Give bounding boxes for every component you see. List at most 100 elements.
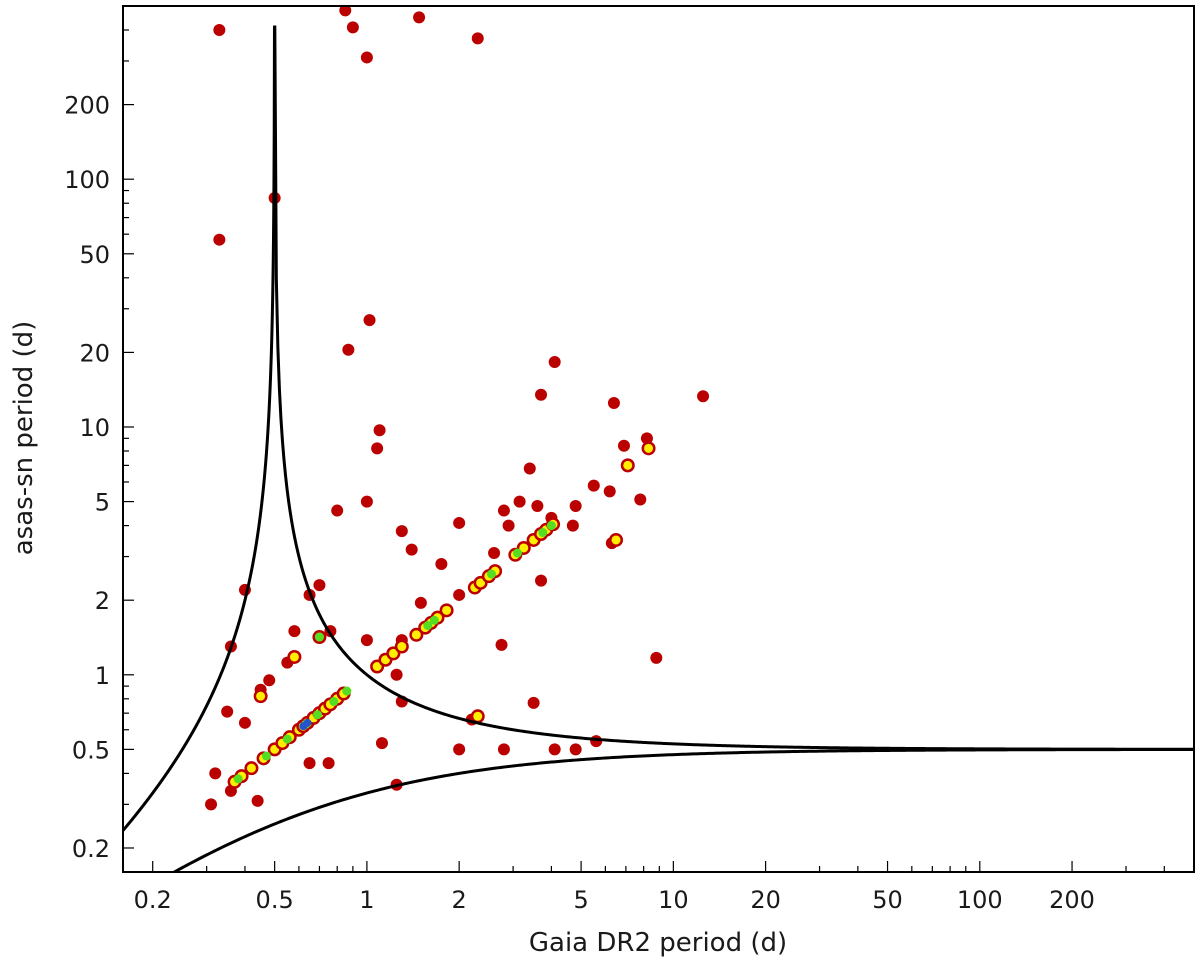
outlier-point <box>375 737 388 750</box>
outlier-point <box>607 396 620 409</box>
diagonal-point <box>623 460 633 470</box>
y-tick-label: 50 <box>79 241 110 269</box>
x-tick-label: 200 <box>1049 886 1095 914</box>
outlier-point <box>238 716 251 729</box>
alias-curve-lower <box>171 747 1194 872</box>
x-tick-label: 10 <box>658 886 689 914</box>
x-tick-label: 5 <box>573 886 588 914</box>
diagonal-point <box>246 763 256 773</box>
axis-tick-labels: 0.2 0.5 1 2 5 10 20 50 100 200 0.2 0.5 1 2 5 10 20 50 100 2… <box>64 92 1095 914</box>
outlier-point <box>453 588 466 601</box>
outlier-point <box>471 32 484 45</box>
diagonal-point <box>519 543 529 553</box>
plot-frame <box>122 5 1195 873</box>
data-points <box>205 6 710 811</box>
y-tick-label: 20 <box>79 339 110 367</box>
diagonal-point <box>476 578 486 588</box>
outlier-point <box>502 519 515 532</box>
diagonal-point <box>473 711 483 721</box>
alias-curves <box>123 25 1194 872</box>
dense-point <box>538 528 548 538</box>
outlier-point <box>342 343 355 356</box>
outlier-point <box>213 24 226 37</box>
outlier-point <box>535 388 548 401</box>
outlier-point <box>213 233 226 246</box>
x-tick-label: 100 <box>957 886 1003 914</box>
x-tick-label: 50 <box>872 886 903 914</box>
outlier-point <box>634 493 647 506</box>
outlier-point <box>322 757 335 770</box>
outlier-point <box>548 743 561 756</box>
outlier-point <box>288 625 301 638</box>
dense-point <box>329 697 339 707</box>
outlier-point <box>650 651 663 664</box>
outlier-point <box>346 21 359 34</box>
outlier-point <box>435 557 448 570</box>
outlier-point <box>531 499 544 512</box>
x-tick-label: 0.2 <box>134 886 172 914</box>
outlier-point <box>251 794 264 807</box>
x-tick-label: 20 <box>750 886 781 914</box>
dense-point <box>546 521 556 531</box>
y-tick-label: 100 <box>64 166 110 194</box>
outlier-point <box>535 574 548 587</box>
outlier-point <box>497 743 510 756</box>
diagonal-point <box>397 642 407 652</box>
outlier-point <box>373 424 386 437</box>
y-tick-label: 0.2 <box>72 835 110 863</box>
outlier-point <box>497 504 510 517</box>
dense-point <box>261 751 271 761</box>
outlier-point <box>371 442 384 455</box>
y-axis-label: asas-sn period (d) <box>9 321 39 556</box>
y-tick-label: 10 <box>79 414 110 442</box>
outlier-point <box>697 390 710 403</box>
outlier-point <box>603 485 616 498</box>
outlier-point <box>513 495 526 508</box>
outlier-point <box>523 462 536 475</box>
dense-point <box>429 615 439 625</box>
dense-point <box>233 774 243 784</box>
outlier-point <box>587 479 600 492</box>
outlier-point <box>209 767 222 780</box>
outlier-point <box>566 519 579 532</box>
outlier-point <box>405 543 418 556</box>
densest-point <box>303 718 312 727</box>
y-tick-label: 200 <box>64 92 110 120</box>
outlier-point <box>360 51 373 64</box>
diagonal-point <box>442 605 452 615</box>
dense-point <box>423 621 433 631</box>
outlier-point <box>453 516 466 529</box>
outlier-point <box>569 499 582 512</box>
outlier-point <box>527 696 540 709</box>
outlier-point <box>360 634 373 647</box>
dense-point <box>486 569 496 579</box>
outlier-point <box>569 743 582 756</box>
dense-point <box>282 734 292 744</box>
x-axis-label: Gaia DR2 period (d) <box>529 928 787 958</box>
outlier-point <box>640 432 653 445</box>
outlier-point <box>205 798 218 811</box>
outlier-point <box>303 757 316 770</box>
y-tick-label: 1 <box>95 662 110 690</box>
outlier-point <box>414 596 427 609</box>
dense-point <box>342 686 352 696</box>
x-tick-label: 2 <box>452 886 467 914</box>
outlier-point <box>453 743 466 756</box>
diagonal-point <box>289 652 299 662</box>
axis-ticks <box>123 5 1195 872</box>
dense-point <box>314 632 324 642</box>
outlier-point <box>390 668 403 681</box>
x-tick-label: 0.5 <box>256 886 294 914</box>
outlier-point <box>617 439 630 452</box>
outlier-point <box>263 674 276 687</box>
outlier-point <box>363 314 376 327</box>
outlier-point <box>395 525 408 538</box>
y-tick-label: 2 <box>95 587 110 615</box>
outlier-point <box>495 638 508 651</box>
outlier-point <box>413 11 426 24</box>
diagonal-point <box>644 443 654 453</box>
outlier-point <box>331 504 344 517</box>
outlier-point <box>548 355 561 368</box>
